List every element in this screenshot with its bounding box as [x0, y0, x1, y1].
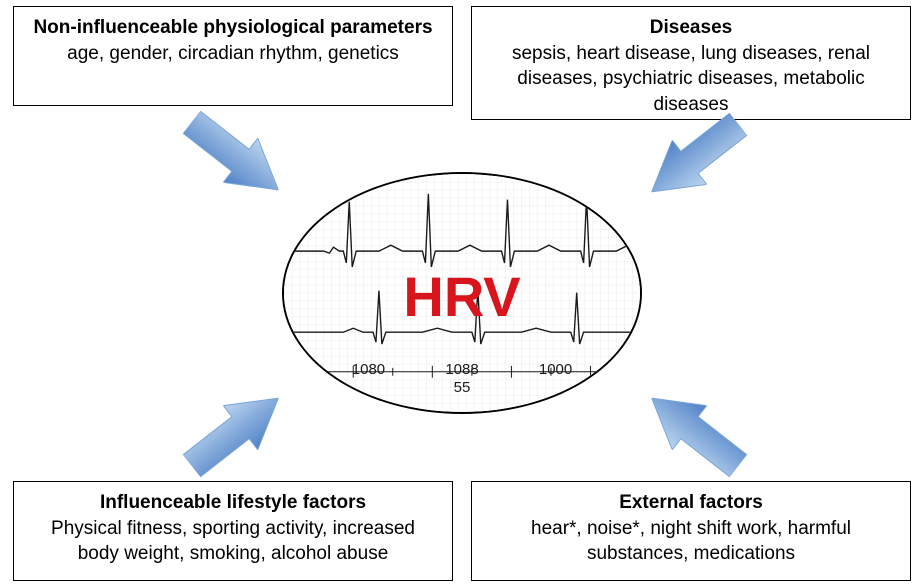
center-ellipse: HRV 1080 1088 1000 55 [282, 172, 642, 414]
box-external: External factors hear*, noise*, night sh… [471, 481, 911, 581]
box-lifestyle: Influenceable lifestyle factors Physical… [13, 481, 453, 581]
box-title: External factors [486, 490, 896, 516]
axis-value: 55 [454, 379, 471, 396]
box-title: Influenceable lifestyle factors [28, 490, 438, 516]
arrow-bottom-left [174, 376, 295, 488]
ellipse-clip: HRV 1080 1088 1000 55 [282, 172, 642, 414]
diagram-stage: Non-influenceable physiological paramete… [0, 0, 924, 587]
box-non-influenceable: Non-influenceable physiological paramete… [13, 6, 453, 106]
box-body: Physical fitness, sporting activity, inc… [28, 516, 438, 567]
box-diseases: Diseases sepsis, heart disease, lung dis… [471, 6, 911, 120]
axis-value: 1000 [539, 361, 572, 378]
box-title: Diseases [486, 15, 896, 41]
box-body: age, gender, circadian rhythm, genetics [28, 41, 438, 67]
axis-value: 1080 [352, 361, 385, 378]
arrow-bottom-right [634, 376, 755, 488]
box-title: Non-influenceable physiological paramete… [28, 15, 438, 41]
axis-value: 1088 [445, 361, 478, 378]
arrow-top-left [174, 100, 295, 212]
box-body: sepsis, heart disease, lung diseases, re… [486, 41, 896, 118]
box-body: hear*, noise*, night shift work, harmful… [486, 516, 896, 567]
